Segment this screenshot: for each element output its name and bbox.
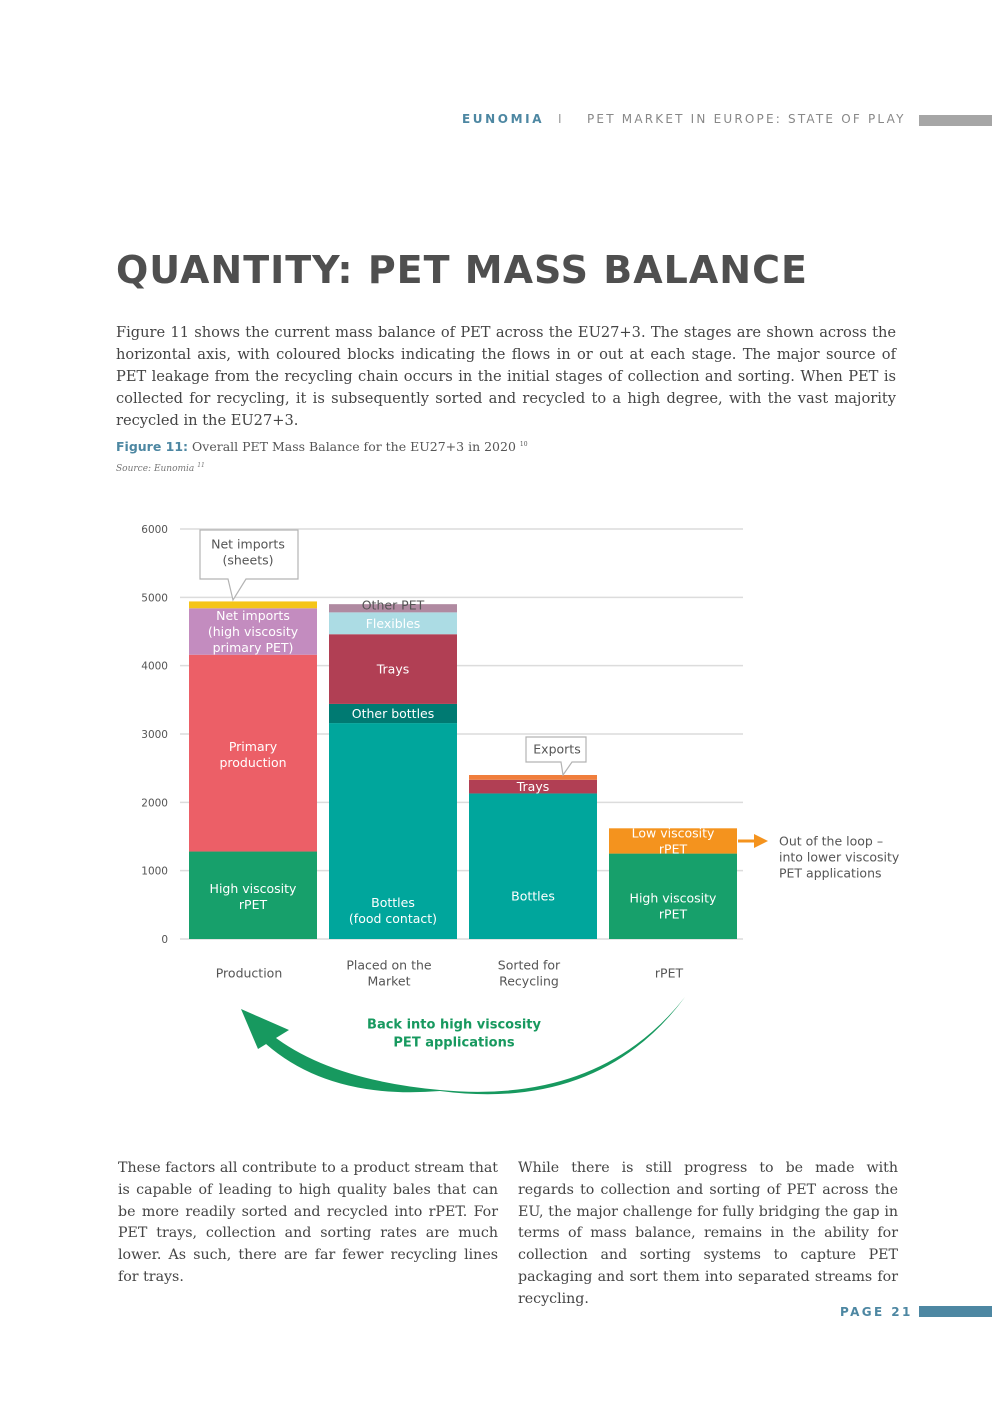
figure-source-ref: 11 <box>197 462 205 469</box>
bar-segment-label: Other PET <box>362 598 425 613</box>
intro-paragraph: Figure 11 shows the current mass balance… <box>116 324 896 429</box>
bar-segment <box>329 612 457 635</box>
y-tick-label: 4000 <box>141 661 168 673</box>
page-number: PAGE 21 <box>840 1305 913 1319</box>
y-tick-label: 1000 <box>141 866 168 878</box>
bar-segment-label: Trays <box>376 662 410 677</box>
bar-segment <box>329 634 457 704</box>
x-tick-label: Market <box>368 974 411 989</box>
bar-segment-label: Other bottles <box>352 706 435 721</box>
callout-net-imports-label: (sheets) <box>223 553 274 568</box>
y-tick-label: 5000 <box>141 592 168 604</box>
bar-segment-label: High viscosity <box>630 891 717 906</box>
loop-back-arrowhead <box>241 1009 289 1049</box>
bar-segment-label: Trays <box>516 779 550 794</box>
x-tick-label: Production <box>216 966 283 981</box>
bar-segment-label: rPET <box>239 897 268 912</box>
bar-segment <box>189 851 317 939</box>
bar-segment-label: Bottles <box>371 895 415 910</box>
header-title: PET MARKET IN EUROPE: STATE OF PLAY <box>587 112 906 126</box>
bar-segment-label: primary PET) <box>213 640 294 655</box>
out-of-loop-label: into lower viscosity <box>779 850 900 865</box>
bar-segment <box>469 793 597 939</box>
out-of-loop-label: Out of the loop – <box>779 834 883 849</box>
bar-segment-label: Low viscosity <box>632 825 715 840</box>
body-left-paragraph: These factors all contribute to a produc… <box>118 1160 498 1285</box>
figure-caption-ref: 10 <box>519 440 528 448</box>
x-tick-label: Sorted for <box>498 958 561 973</box>
x-tick-label: rPET <box>655 966 684 981</box>
footer-accent-bar <box>919 1306 992 1317</box>
bar-segment <box>609 853 737 939</box>
callout-box <box>525 736 587 777</box>
bar-segment-label: Bottles <box>511 888 555 903</box>
callout-exports-label: Exports <box>533 742 580 757</box>
out-of-loop-label: PET applications <box>779 866 882 881</box>
body-right-paragraph: While there is still progress to be made… <box>518 1160 898 1307</box>
bar-segment <box>469 779 597 794</box>
bar-segment-label: rPET <box>659 907 688 922</box>
y-tick-label: 2000 <box>141 797 168 809</box>
figure-source-text: Source: Eunomia <box>116 464 195 474</box>
header-brand: EUNOMIA <box>462 112 545 126</box>
bar-segment <box>609 828 737 854</box>
bar-segment <box>189 654 317 852</box>
callout-box <box>199 529 299 602</box>
page-header: EUNOMIA I PET MARKET IN EUROPE: STATE OF… <box>0 112 992 130</box>
bar-segment-label: rPET <box>659 841 688 856</box>
x-tick-label: Placed on the <box>346 958 432 973</box>
x-tick-label: Recycling <box>499 974 559 989</box>
header-accent-bar <box>919 115 992 126</box>
bar-segment-label: production <box>219 755 286 770</box>
loop-back-label: Back into high viscosity <box>367 1018 541 1033</box>
bar-segment <box>189 601 317 609</box>
figure-source: Source: Eunomia 11 <box>116 462 205 474</box>
figure-label: Figure 11: <box>116 439 189 454</box>
bar-segment <box>329 604 457 613</box>
y-tick-label: 6000 <box>141 524 168 536</box>
y-tick-label: 0 <box>161 934 168 946</box>
figure-caption-text: Overall PET Mass Balance for the EU27+3 … <box>192 439 516 454</box>
bar-segment <box>329 723 457 939</box>
bar-segment <box>469 775 597 780</box>
out-of-loop-arrowhead <box>754 833 768 848</box>
bar-segment <box>329 703 457 724</box>
bar-segment-label: Net imports <box>216 608 290 623</box>
bar-segment-label: Primary <box>229 739 278 754</box>
bar-segment-label: (food contact) <box>349 911 437 926</box>
bar-segment <box>189 608 317 655</box>
figure-caption: Figure 11: Overall PET Mass Balance for … <box>116 439 528 454</box>
loop-back-label: PET applications <box>393 1036 514 1051</box>
page-title: QUANTITY: PET MASS BALANCE <box>116 248 808 292</box>
callout-net-imports-label: Net imports <box>211 537 285 552</box>
bar-segment-label: Flexibles <box>366 616 421 631</box>
y-tick-label: 3000 <box>141 729 168 741</box>
header-separator: I <box>558 112 562 126</box>
bar-segment-label: (high viscosity <box>208 624 299 639</box>
bar-segment-label: High viscosity <box>210 881 297 896</box>
